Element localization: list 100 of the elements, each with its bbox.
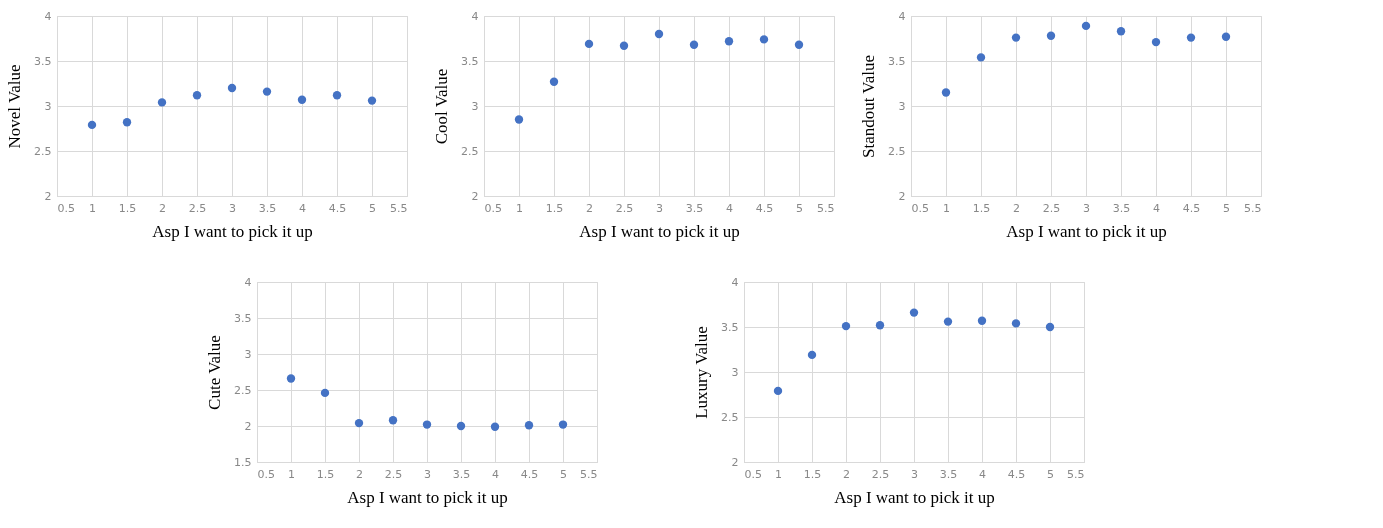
point (584, 39, 594, 49)
x-tick-label: 3.5 (685, 201, 704, 215)
point (549, 77, 559, 86)
y-tick-label: 4 (471, 9, 479, 23)
point (943, 317, 953, 326)
point (1081, 21, 1091, 31)
x-tick-label: 1.5 (803, 467, 822, 481)
point (1011, 319, 1021, 328)
x-tick-label: 2 (843, 467, 850, 481)
y-tick-label: 2.5 (888, 144, 906, 158)
y-tick-label: 3 (471, 99, 479, 113)
x-tick-label: 0.5 (57, 201, 75, 215)
x-tick-label: 3 (424, 467, 431, 481)
y-tick-label: 3 (731, 365, 739, 379)
x-tick-label: 2.5 (1042, 201, 1061, 215)
point (227, 83, 237, 93)
point (87, 120, 97, 130)
x-tick-label: 5 (369, 201, 376, 215)
point (619, 41, 629, 50)
x-tick-label: 2 (159, 201, 166, 215)
x-tick-label: 2.5 (615, 201, 634, 215)
point (192, 91, 202, 100)
x-tick-label: 4.5 (1007, 467, 1026, 481)
y-tick-label: 3.5 (34, 54, 52, 68)
x-tick-label: 2.5 (871, 467, 890, 481)
x-tick-label: 2.5 (188, 201, 207, 215)
point (909, 308, 919, 317)
x-tick-label: 0.5 (911, 201, 929, 215)
x-tick-label: 1.5 (316, 467, 335, 481)
point (286, 374, 296, 383)
y-axis-title: Novel Value (5, 64, 25, 149)
x-axis-title: Asp I want to pick it up (347, 487, 508, 507)
y-tick-label: 2.5 (461, 144, 479, 158)
x-tick-label: 5.5 (817, 201, 835, 215)
point (490, 422, 500, 431)
x-tick-label: 5 (1047, 467, 1054, 481)
point (841, 321, 851, 331)
point (456, 421, 466, 431)
x-tick-label: 1.5 (972, 201, 991, 215)
point (724, 37, 734, 46)
x-tick-label: 5 (560, 467, 567, 481)
x-axis-title: Asp I want to pick it up (1006, 221, 1167, 241)
x-tick-label: 3 (656, 201, 663, 215)
x-tick-label: 4.5 (328, 201, 347, 215)
point (1151, 37, 1161, 47)
x-tick-label: 2.5 (384, 467, 403, 481)
y-tick-label: 2.5 (234, 383, 252, 397)
y-tick-label: 4 (898, 9, 906, 23)
x-tick-label: 4.5 (1182, 201, 1201, 215)
x-tick-label: 0.5 (257, 467, 275, 481)
point (1045, 322, 1055, 332)
point (794, 40, 804, 49)
y-axis-title: Luxury Value (692, 326, 712, 419)
x-axis-title: Asp I want to pick it up (579, 221, 740, 241)
point (1186, 33, 1196, 42)
point (976, 53, 986, 62)
x-tick-label: 5.5 (390, 201, 408, 215)
x-tick-label: 1 (89, 201, 96, 215)
y-tick-label: 2.5 (721, 410, 739, 424)
x-tick-label: 1 (775, 467, 782, 481)
x-tick-label: 1 (516, 201, 523, 215)
x-tick-label: 0.5 (484, 201, 502, 215)
point (941, 88, 951, 97)
y-axis-title: Standout Value (859, 54, 879, 159)
y-tick-label: 3 (898, 99, 906, 113)
point (297, 95, 307, 104)
y-tick-label: 2 (731, 455, 739, 469)
point (388, 416, 398, 425)
x-tick-label: 2 (586, 201, 593, 215)
x-tick-label: 5.5 (580, 467, 598, 481)
point (807, 350, 817, 360)
y-tick-label: 3 (244, 347, 252, 361)
y-tick-label: 3.5 (461, 54, 479, 68)
x-tick-label: 4 (299, 201, 306, 215)
y-axis-title: Cool Value (432, 68, 452, 145)
point (157, 98, 167, 107)
point (558, 420, 568, 429)
x-tick-label: 3.5 (1112, 201, 1131, 215)
y-axis-title: Cute Value (205, 335, 225, 410)
point (422, 420, 432, 429)
x-tick-label: 4.5 (755, 201, 774, 215)
point (332, 91, 342, 100)
point (654, 29, 664, 39)
x-axis-title: Asp I want to pick it up (834, 487, 995, 507)
y-tick-label: 2 (471, 189, 479, 203)
y-tick-label: 3 (44, 99, 52, 113)
x-tick-label: 5.5 (1067, 467, 1085, 481)
point (320, 388, 330, 398)
x-tick-label: 2 (1013, 201, 1020, 215)
y-tick-label: 4 (731, 275, 739, 289)
point (514, 115, 524, 124)
x-tick-label: 4 (492, 467, 499, 481)
x-tick-label: 4.5 (520, 467, 539, 481)
point (689, 40, 699, 49)
y-tick-label: 1.5 (234, 455, 252, 469)
point (773, 386, 783, 396)
y-tick-label: 2 (244, 419, 252, 433)
x-tick-label: 3.5 (258, 201, 277, 215)
y-tick-label: 2 (44, 189, 52, 203)
x-tick-label: 5 (1223, 201, 1230, 215)
